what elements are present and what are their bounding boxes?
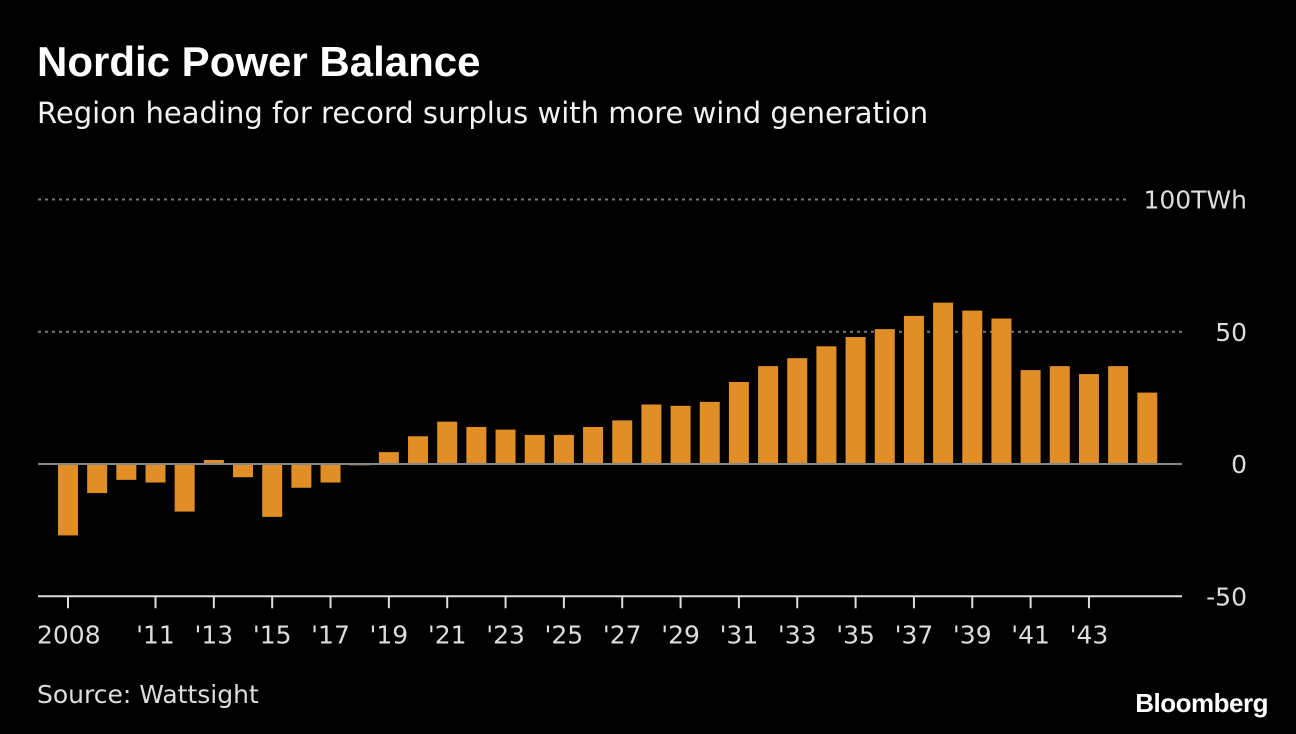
bar-2019 (378, 452, 399, 464)
bar-2033 (787, 358, 808, 464)
bar-2011 (145, 464, 166, 483)
bar-2027 (612, 420, 633, 464)
x-tick-label: '19 (370, 620, 409, 649)
bar-2043 (1078, 374, 1099, 464)
x-tick-label: '39 (953, 620, 992, 649)
bar-2015 (262, 464, 283, 517)
bar-2014 (233, 464, 254, 478)
bar-2024 (524, 434, 545, 464)
x-tick-label: '27 (603, 620, 642, 649)
bar-2030 (699, 401, 720, 464)
bar-2038 (933, 302, 954, 464)
bar-2035 (845, 337, 866, 464)
bar-2029 (670, 405, 691, 464)
x-tick-label: '13 (195, 620, 234, 649)
bar-2037 (903, 315, 924, 464)
bloomberg-logo: Bloomberg (1135, 688, 1268, 718)
bar-2025 (553, 434, 574, 464)
x-tick-label: '43 (1070, 620, 1109, 649)
bar-2008 (58, 464, 78, 536)
bar-2021 (437, 421, 458, 464)
x-tick-label: '29 (661, 620, 700, 649)
y-tick-label: 0 (1231, 450, 1247, 479)
bar-2017 (320, 464, 341, 483)
bar-2013 (203, 460, 224, 464)
x-tick-label: '37 (895, 620, 934, 649)
y-tick-label: 100TWh (1143, 186, 1247, 215)
x-tick-label: '11 (136, 620, 175, 649)
x-tick-label: '25 (545, 620, 584, 649)
x-tick-label: '31 (720, 620, 759, 649)
source-note: Source: Wattsight (37, 680, 259, 709)
bar-2028 (641, 404, 662, 464)
bar-2022 (466, 426, 487, 464)
bar-2045 (1137, 392, 1158, 464)
x-tick-label: '35 (836, 620, 875, 649)
bar-2023 (495, 429, 516, 464)
y-tick-label: 50 (1215, 318, 1247, 347)
bar-2036 (874, 329, 895, 464)
bar-2031 (728, 382, 749, 464)
x-tick-label: 2008 (37, 620, 101, 649)
bar-2009 (87, 464, 108, 494)
bar-2042 (1049, 366, 1070, 464)
bar-2040 (991, 318, 1012, 464)
chart-title: Nordic Power Balance (37, 38, 481, 85)
bar-2034 (816, 346, 837, 464)
bar-2044 (1108, 366, 1129, 464)
bar-2020 (408, 436, 429, 464)
x-tick-label: '15 (253, 620, 292, 649)
x-tick-label: '41 (1011, 620, 1050, 649)
bar-2010 (116, 464, 137, 480)
bar-2016 (291, 464, 312, 488)
bar-2041 (1020, 370, 1041, 464)
chart-subtitle: Region heading for record surplus with m… (37, 96, 929, 130)
x-tick-label: '33 (778, 620, 817, 649)
bar-2012 (174, 464, 195, 512)
bar-2039 (962, 310, 983, 464)
x-tick-label: '21 (428, 620, 467, 649)
bar-2032 (758, 366, 779, 464)
x-tick-label: '17 (311, 620, 350, 649)
x-tick-label: '23 (486, 620, 525, 649)
y-tick-label: -50 (1206, 582, 1247, 611)
bar-2026 (583, 426, 604, 464)
